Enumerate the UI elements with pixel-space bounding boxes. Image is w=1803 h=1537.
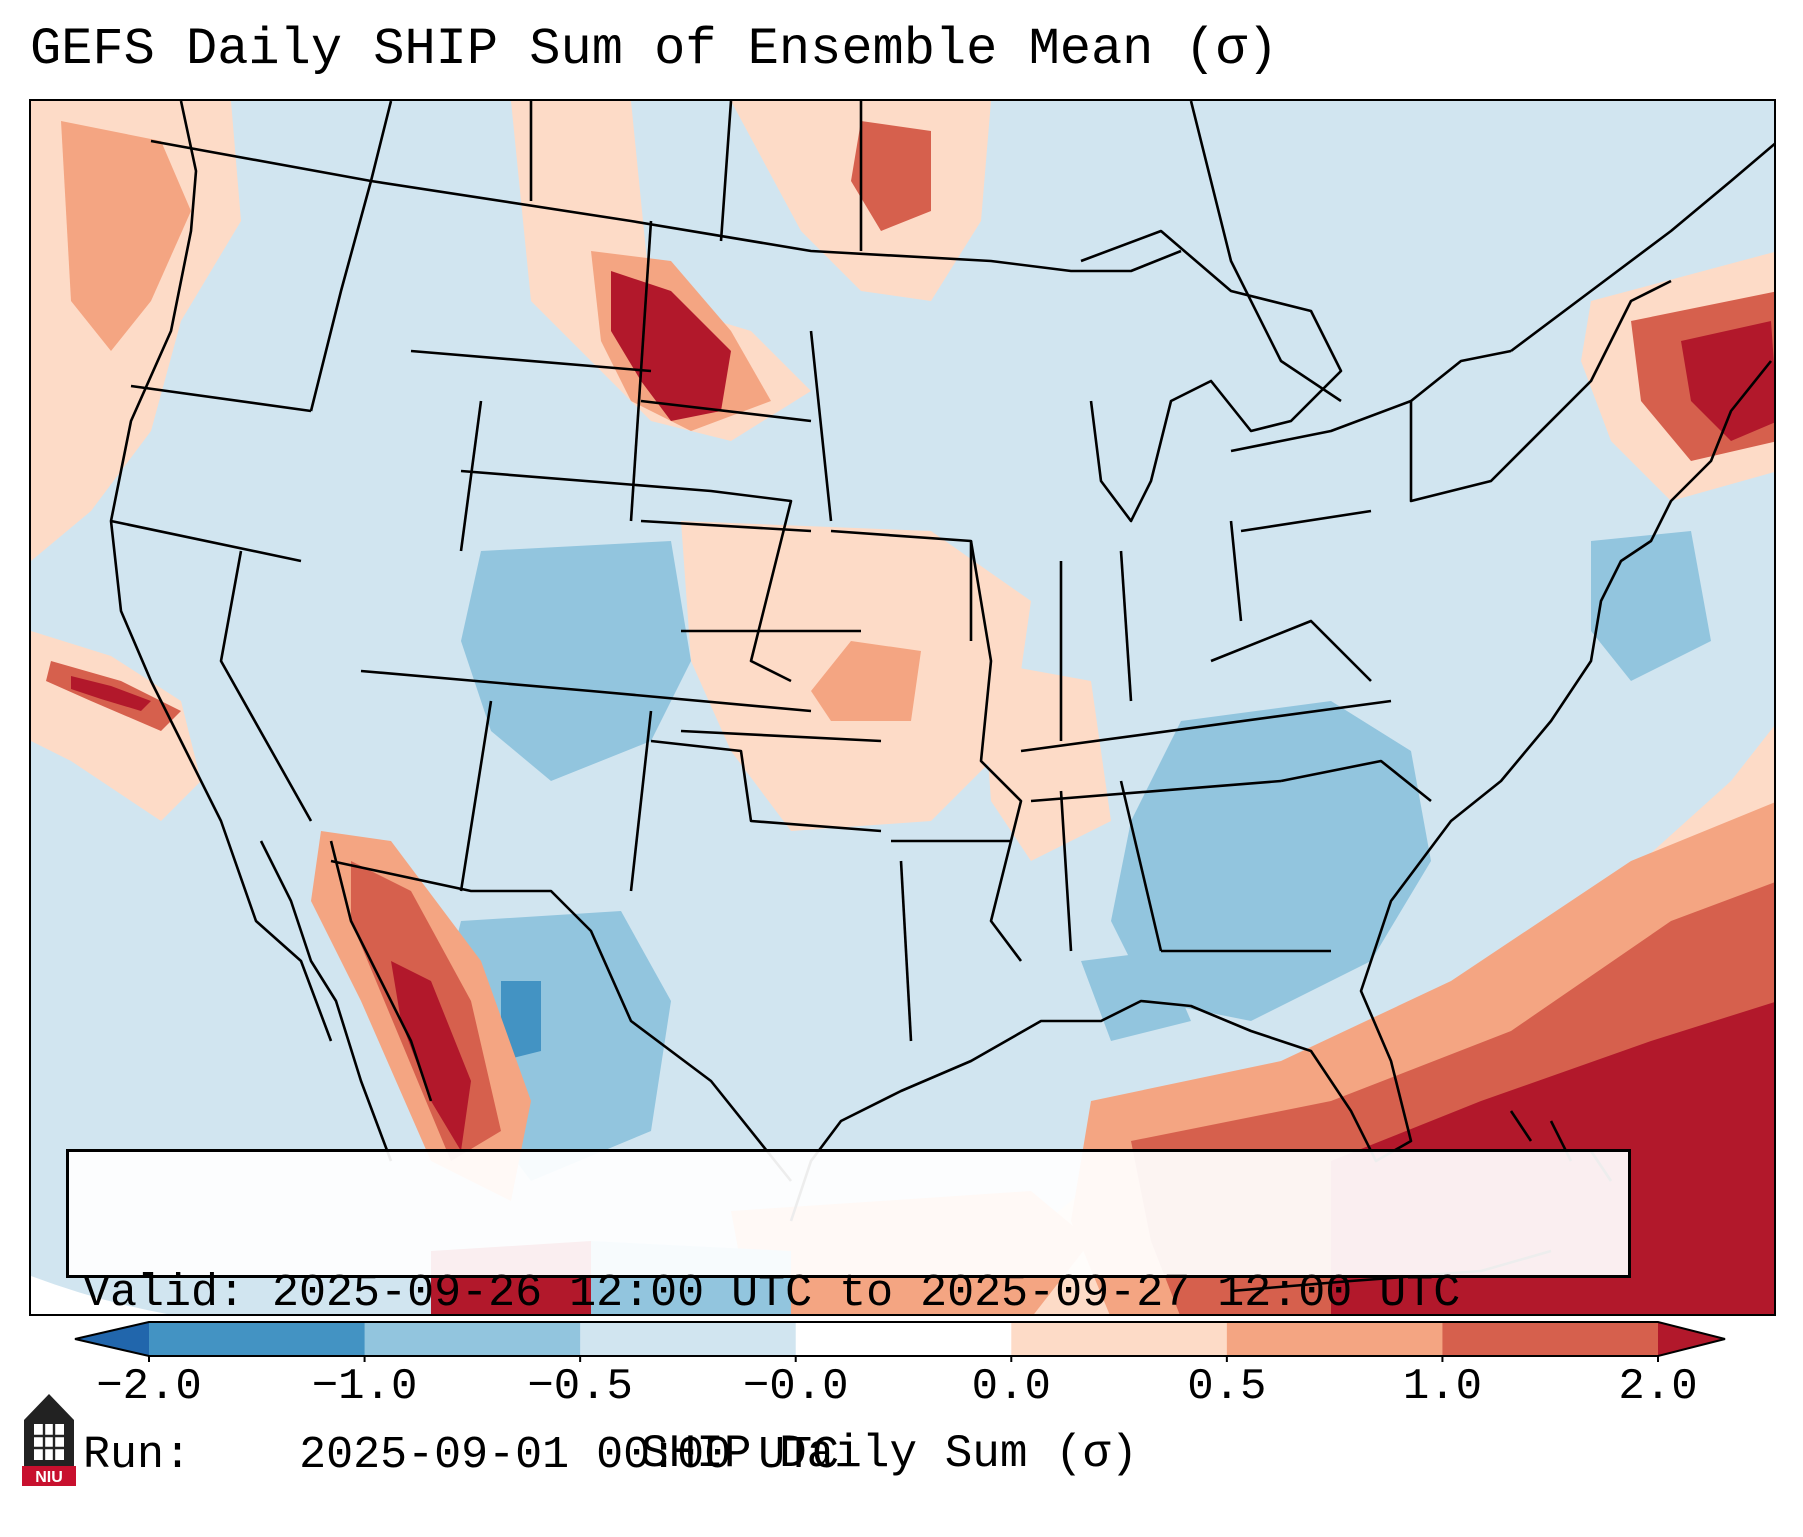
anomaly-kansas-core [811, 641, 921, 721]
state-border-id [309, 180, 373, 412]
colorbar-tick-label: −1.0 [311, 1362, 418, 1412]
colorbar-extend-high [1658, 1322, 1725, 1356]
map-edge-corner [31, 1276, 168, 1314]
run-label: Run: [83, 1430, 192, 1481]
ship-field-map [31, 101, 1774, 1314]
map-title: GEFS Daily SHIP Sum of Ensemble Mean (σ) [30, 20, 1279, 79]
colorbar-label-row: SHIP Daily Sum (σ) [0, 1428, 1803, 1480]
colorbar-tick-label: 0.5 [1187, 1362, 1267, 1412]
state-border-oh-pa [1229, 520, 1243, 622]
valid-row: Valid: 2025-09-26 12:00 UTC to 2025-09-2… [83, 1267, 1628, 1321]
colorbar-tick-label: −0.5 [527, 1362, 633, 1412]
colorbar-bin [1442, 1322, 1659, 1356]
state-border-tn-ky [1020, 699, 1392, 753]
state-border-az-nm [459, 700, 493, 892]
map-boundaries [109, 101, 1774, 1293]
valid-time-box: Valid: 2025-09-26 12:00 UTC to 2025-09-2… [66, 1149, 1631, 1481]
state-border-ok-tx [650, 739, 882, 833]
colorbar-label: SHIP Daily Sum (σ) [641, 1428, 1138, 1480]
state-border-hudson [1189, 101, 1342, 403]
anomaly-missouri [981, 661, 1111, 861]
state-border-mississippi [969, 540, 1023, 962]
colorbar [74, 1321, 1726, 1362]
coastline-baja [259, 840, 433, 1162]
state-border-wy-co [459, 400, 483, 552]
state-border-nv [219, 550, 313, 822]
map-panel[interactable] [29, 99, 1776, 1316]
state-border-or-ca [110, 519, 302, 563]
border-us-canada [150, 139, 1182, 273]
state-border-al-ga [1119, 780, 1163, 952]
colorbar-tick-label: 1.0 [1402, 1362, 1483, 1412]
state-border-sd-ne [640, 519, 812, 533]
svg-text:NIU: NIU [35, 1469, 63, 1486]
state-border-ks-ok [680, 729, 882, 743]
colorbar-tick-label: 0.0 [971, 1362, 1051, 1412]
state-border-ms-al [1059, 790, 1073, 952]
coastline-west [109, 101, 333, 1042]
colorbar-bin [795, 1322, 1012, 1356]
colorbar-extend-low [75, 1322, 149, 1356]
state-border-nm-tx [629, 710, 653, 892]
anomaly-manitoba-core [851, 121, 931, 231]
anomaly-new-england-core [1681, 321, 1774, 441]
colorbar-bin [364, 1322, 581, 1356]
anomaly-pacific-nw-core [61, 121, 191, 351]
state-border-dakotas [629, 220, 653, 522]
anomaly-rockies-cool [461, 541, 691, 781]
anomaly-atlantic-cool [1591, 531, 1711, 681]
state-border-nc-sc [1280, 759, 1432, 803]
valid-value: 2025-09-26 12:00 UTC to 2025-09-27 12:00… [272, 1268, 1461, 1319]
run-row: Run: 2025-09-01 00:00 UTC [83, 1429, 1628, 1483]
state-border-nd-sd [640, 399, 812, 423]
state-border-wa-or [130, 384, 312, 413]
state-border-in-oh [1119, 550, 1133, 702]
state-border-canada-prairies [369, 101, 863, 251]
run-value: 2025-09-01 00:00 UTC [299, 1430, 840, 1481]
anomaly-northern-plains-core [611, 271, 731, 421]
state-border-mexico [330, 859, 793, 1182]
colorbar-tick-label: −2.0 [96, 1362, 202, 1412]
colorbar-bin [580, 1322, 797, 1356]
anomaly-california-max [71, 676, 151, 711]
state-border-canada-east [1409, 279, 1672, 503]
colorbar-bin [1011, 1322, 1228, 1356]
colorbar-tick-label: −0.0 [742, 1362, 849, 1412]
state-border-pa-ny [1240, 509, 1372, 533]
state-border-wv-va [1210, 619, 1372, 682]
anomaly-chihuahua-core [501, 981, 541, 1061]
state-border-tn-al [1030, 779, 1282, 803]
anomaly-baja-core [391, 961, 471, 1151]
niu-logo: NIU [22, 1394, 76, 1486]
state-border-mt-wy [410, 349, 652, 373]
state-border-co [460, 469, 793, 683]
state-border-ut-az [360, 669, 812, 713]
colorbar-bin [149, 1322, 366, 1356]
coastline-northeast [1510, 142, 1774, 353]
valid-label: Valid: [83, 1268, 246, 1319]
colorbar-tick-label: 2.0 [1618, 1362, 1698, 1412]
anomaly-southeast-cool [1111, 701, 1431, 1021]
state-border-mn [809, 330, 833, 522]
coastline-gulf-east [789, 360, 1773, 1222]
colorbar-bin [1226, 1322, 1443, 1356]
state-border-tx-la [899, 860, 913, 1042]
